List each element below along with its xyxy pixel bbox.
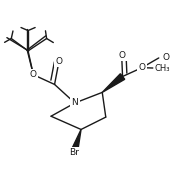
Polygon shape: [71, 129, 81, 154]
Text: O: O: [162, 53, 169, 62]
Text: O: O: [138, 63, 145, 72]
Text: Br: Br: [69, 148, 79, 157]
Text: CH₃: CH₃: [154, 64, 170, 72]
Text: O: O: [30, 70, 37, 79]
Polygon shape: [102, 74, 125, 92]
Text: O: O: [56, 57, 62, 66]
Text: O: O: [118, 51, 125, 60]
Text: N: N: [72, 98, 78, 107]
